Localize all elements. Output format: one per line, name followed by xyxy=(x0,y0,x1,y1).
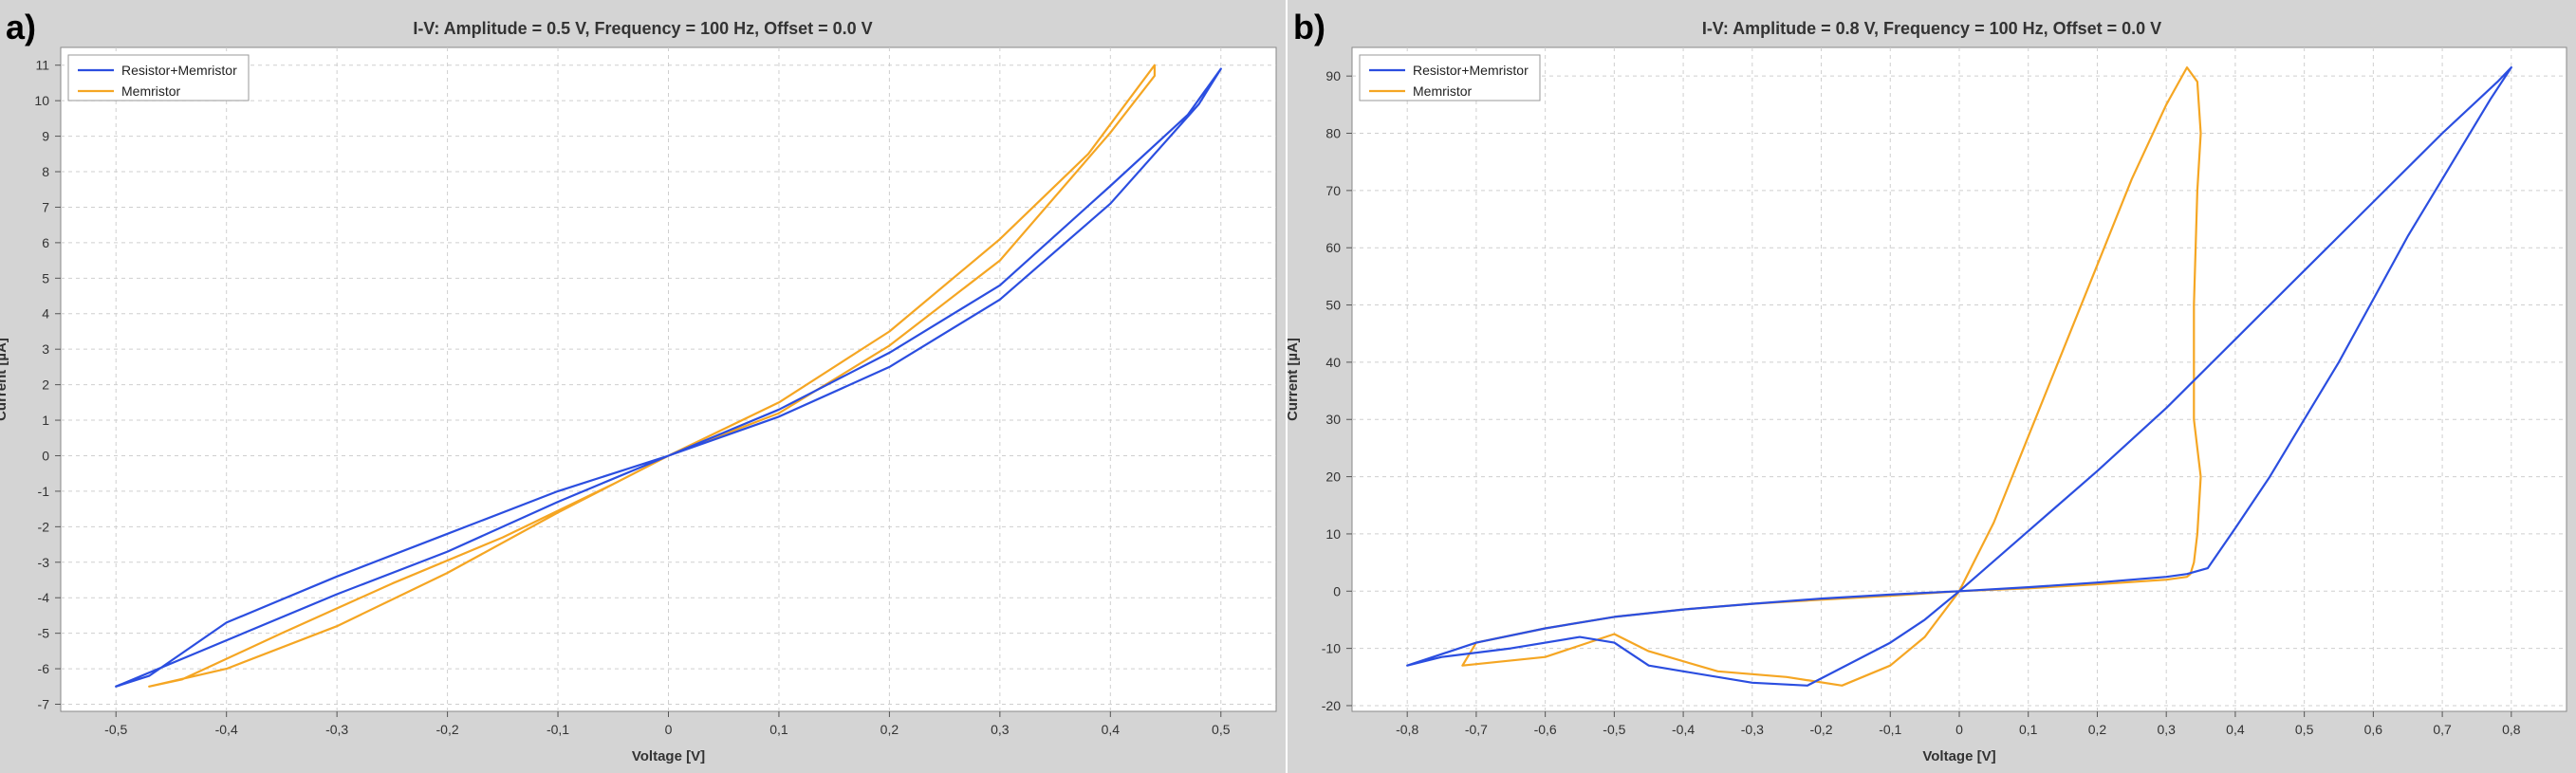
legend xyxy=(1359,54,1541,101)
y-tick-label: 1 xyxy=(42,413,49,428)
y-tick-label: 3 xyxy=(42,341,49,357)
y-tick-label: 6 xyxy=(42,235,49,250)
y-tick-label: 10 xyxy=(1325,526,1341,542)
y-tick-label: 11 xyxy=(35,58,49,73)
legend-entry: Resistor+Memristor xyxy=(1413,63,1529,78)
series-line-resistor-memristor xyxy=(1406,65,2512,687)
chart-plot-a: -0,5 -0,4 -0,3 -0,2 -0,1 0 0,1 0,2 0,3 0,4 0,5 -7 -6… xyxy=(0,46,1277,764)
x-tick-label: 0 xyxy=(665,722,673,737)
y-tick-label: -10 xyxy=(1322,641,1341,656)
x-axis-label: Voltage [V] xyxy=(1922,748,1995,764)
plot-area xyxy=(1351,46,2567,712)
y-tick-label: -7 xyxy=(38,697,50,712)
series-line-memristor xyxy=(1461,65,2202,687)
y-tick-label: 20 xyxy=(1325,469,1341,485)
x-tick-label: -0,5 xyxy=(104,722,127,737)
chart-panel-a: a) I-V: Amplitude = 0.5 V, Frequency = 1… xyxy=(0,0,1286,773)
y-tick-label: -5 xyxy=(38,626,50,641)
legend xyxy=(67,54,250,101)
chart-panel-b: b) I-V: Amplitude = 0.8 V, Frequency = 1… xyxy=(1288,0,2576,773)
y-tick-label: 0 xyxy=(42,448,49,463)
x-tick-label: 0,2 xyxy=(880,722,899,737)
chart-title: I-V: Amplitude = 0.5 V, Frequency = 100 … xyxy=(413,19,873,38)
y-tick-label: 9 xyxy=(42,129,49,144)
y-tick-label: 4 xyxy=(42,306,49,322)
x-tick-label: 0,3 xyxy=(2157,722,2176,737)
x-tick-label: -0,1 xyxy=(547,722,569,737)
y-tick-label: 80 xyxy=(1325,126,1341,141)
legend-entry: Memristor xyxy=(1413,83,1473,99)
x-tick-label: -0,3 xyxy=(1741,722,1764,737)
y-tick-label: -2 xyxy=(38,519,50,534)
x-tick-label: -0,3 xyxy=(325,722,348,737)
y-tick-label: 70 xyxy=(1325,183,1341,198)
x-tick-label: -0,2 xyxy=(1809,722,1832,737)
x-tick-label: -0,2 xyxy=(436,722,459,737)
chart-plot-b: -0,8 -0,7 -0,6 -0,5 -0,4 -0,3 -0,2 -0,1 0 0,1 0,2 0… xyxy=(1288,46,2567,764)
x-tick-label: 0,4 xyxy=(2226,722,2245,737)
y-tick-label: 50 xyxy=(1325,298,1341,313)
y-tick-label: -3 xyxy=(38,555,50,570)
y-tick-label: 2 xyxy=(42,377,49,393)
y-tick-label: 5 xyxy=(42,270,49,285)
legend-entry: Memristor xyxy=(121,83,181,99)
panel-separator xyxy=(1286,0,1288,773)
x-tick-label: -0,1 xyxy=(1879,722,1901,737)
y-tick-label: -1 xyxy=(38,484,50,499)
x-tick-label: -0,4 xyxy=(1672,722,1695,737)
y-tick-label: 7 xyxy=(42,199,49,214)
x-axis-label: Voltage [V] xyxy=(632,748,705,764)
y-tick-label: 90 xyxy=(1325,68,1341,83)
x-tick-label: 0,5 xyxy=(1212,722,1231,737)
series-line-resistor-memristor xyxy=(115,67,1222,688)
x-tick-label: 0,7 xyxy=(2433,722,2452,737)
x-tick-label: 0,1 xyxy=(2019,722,2038,737)
x-tick-label: -0,7 xyxy=(1465,722,1488,737)
y-tick-label: 30 xyxy=(1325,412,1341,427)
y-tick-label: -4 xyxy=(38,590,50,605)
y-tick-label: 10 xyxy=(34,93,49,108)
panel-label: b) xyxy=(1293,8,1325,46)
x-tick-label: 0 xyxy=(1955,722,1963,737)
x-tick-label: 0,6 xyxy=(2364,722,2383,737)
panel-label: a) xyxy=(6,8,37,46)
chart-title: I-V: Amplitude = 0.8 V, Frequency = 100 … xyxy=(1701,19,2162,38)
x-tick-label: 0,2 xyxy=(2088,722,2107,737)
x-tick-label: -0,6 xyxy=(1534,722,1557,737)
plot-area xyxy=(60,46,1277,712)
x-tick-label: -0,4 xyxy=(215,722,238,737)
legend-entry: Resistor+Memristor xyxy=(121,63,237,78)
y-tick-label: -6 xyxy=(38,661,50,676)
x-tick-label: 0,1 xyxy=(769,722,788,737)
y-axis-label: Current [µA] xyxy=(0,338,9,421)
x-tick-label: 0,8 xyxy=(2502,722,2521,737)
y-axis-label: Current [µA] xyxy=(1288,338,1301,421)
y-tick-label: 8 xyxy=(42,164,49,179)
y-tick-label: -20 xyxy=(1322,698,1341,713)
y-tick-label: 40 xyxy=(1325,355,1341,370)
x-tick-label: 0,3 xyxy=(991,722,1010,737)
x-tick-label: -0,8 xyxy=(1396,722,1418,737)
x-tick-label: -0,5 xyxy=(1603,722,1625,737)
y-tick-label: 60 xyxy=(1325,240,1341,255)
x-tick-label: 0,5 xyxy=(2295,722,2314,737)
y-tick-label: 0 xyxy=(1333,583,1341,598)
x-tick-label: 0,4 xyxy=(1102,722,1121,737)
